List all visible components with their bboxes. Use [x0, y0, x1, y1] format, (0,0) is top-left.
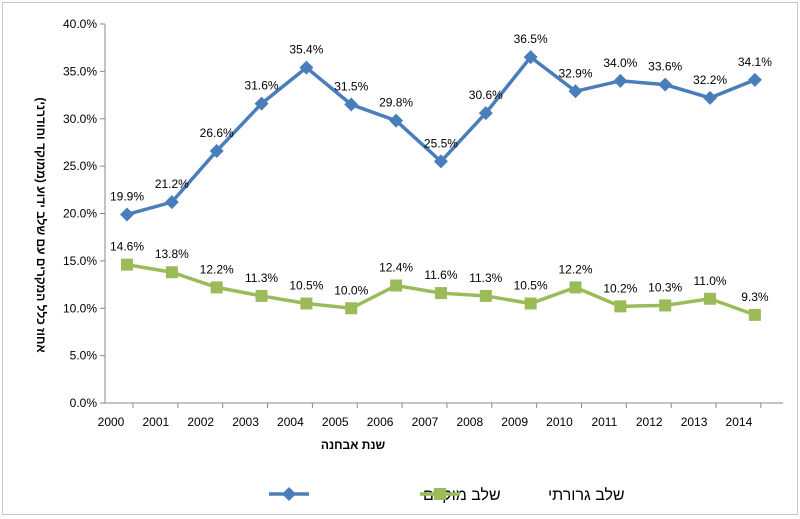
- data-label: 11.3%: [469, 271, 502, 285]
- data-label: 33.6%: [648, 60, 682, 74]
- data-label: 31.6%: [245, 79, 279, 93]
- diamond-marker: [209, 143, 224, 158]
- x-tick-label: 2001: [142, 415, 169, 429]
- data-label: 21.2%: [155, 177, 189, 191]
- x-tick-label: 2003: [232, 415, 259, 429]
- square-marker: [748, 308, 761, 321]
- square-marker: [569, 281, 582, 294]
- y-tick-label: 10.0%: [63, 301, 97, 315]
- y-tick-label: 25.0%: [63, 159, 97, 173]
- y-tick-label: 15.0%: [63, 254, 97, 268]
- square-marker: [210, 281, 223, 294]
- x-tick-label: 2000: [98, 415, 125, 429]
- data-label: 19.9%: [110, 189, 144, 203]
- diamond-marker: [120, 207, 134, 222]
- diamond-marker: [478, 106, 493, 121]
- diamond-marker: [613, 73, 628, 88]
- diamond-marker: [747, 72, 762, 87]
- data-label: 10.3%: [648, 280, 682, 294]
- data-label: 34.1%: [738, 55, 772, 69]
- diamond-marker: [703, 90, 718, 105]
- diamond-marker: [523, 50, 538, 65]
- data-label: 12.4%: [379, 261, 413, 275]
- data-label: 12.2%: [558, 262, 592, 276]
- x-tick-label: 2012: [636, 415, 663, 429]
- data-label: 9.3%: [741, 290, 769, 304]
- data-label: 11.3%: [245, 271, 278, 285]
- data-label: 10.2%: [603, 281, 637, 295]
- square-marker: [659, 299, 672, 312]
- y-tick-label: 40.0%: [63, 17, 97, 31]
- x-tick-label: 2007: [412, 415, 439, 429]
- x-tick-label: 2005: [322, 415, 349, 429]
- x-axis-title: שנת אבחנה: [321, 438, 386, 452]
- square-marker: [524, 297, 537, 310]
- legend-label: שלב גרורתי: [548, 486, 625, 504]
- y-tick-label: 30.0%: [63, 112, 97, 126]
- square-marker: [165, 266, 178, 279]
- x-tick-label: 2002: [187, 415, 214, 429]
- line-chart: 0.0% 5.0% 10.0% 15.0% 20.0% 25.0% 30.0% 35.0% 40…: [34, 17, 783, 504]
- data-label: 10.0%: [334, 283, 368, 297]
- y-tick-label: 5.0%: [70, 349, 98, 363]
- data-label: 14.6%: [110, 240, 144, 254]
- legend-diamond-icon: [282, 487, 296, 501]
- data-label: 10.5%: [289, 279, 323, 293]
- square-marker: [390, 279, 403, 292]
- x-tick-label: 2011: [591, 415, 617, 429]
- data-label: 25.5%: [424, 136, 458, 150]
- square-marker: [434, 287, 447, 300]
- x-tick-label: 2006: [367, 415, 394, 429]
- y-tick-label: 35.0%: [63, 64, 97, 78]
- data-label: 31.5%: [334, 80, 368, 94]
- x-tick-label: 2013: [681, 415, 708, 429]
- square-marker: [300, 297, 313, 310]
- data-label: 29.8%: [379, 96, 413, 110]
- x-tick-label: 2008: [456, 415, 483, 429]
- diamond-marker: [658, 77, 673, 92]
- diamond-marker: [164, 195, 179, 210]
- data-label: 36.5%: [514, 32, 548, 46]
- data-label: 13.8%: [155, 247, 189, 261]
- data-label: 11.0%: [693, 274, 726, 288]
- diamond-marker: [568, 84, 583, 99]
- x-tick-label: 2014: [726, 415, 753, 429]
- x-tick-label: 2004: [277, 415, 304, 429]
- diamond-marker: [344, 97, 359, 112]
- data-label: 35.4%: [289, 43, 323, 57]
- diamond-marker: [433, 154, 448, 169]
- data-label: 11.6%: [424, 268, 457, 282]
- x-tick-label: 2009: [501, 415, 528, 429]
- y-tick-label: 0.0%: [70, 396, 98, 410]
- y-tick-label: 20.0%: [63, 207, 97, 221]
- data-label: 32.9%: [558, 66, 592, 80]
- diamond-marker: [299, 60, 314, 75]
- square-marker: [255, 289, 268, 302]
- square-marker: [479, 289, 492, 302]
- square-marker: [345, 302, 358, 315]
- data-label: 12.2%: [200, 262, 234, 276]
- data-label: 32.2%: [693, 73, 727, 87]
- y-axis-title: אחוז כלל המקרים עם שלב ידוע (ממוקד וחודר…: [34, 97, 48, 352]
- data-label: 34.0%: [603, 56, 637, 70]
- data-label: 30.6%: [469, 88, 503, 102]
- square-marker: [704, 292, 717, 305]
- data-label: 26.6%: [200, 126, 234, 140]
- data-label: 10.5%: [514, 279, 548, 293]
- x-tick-label: 2010: [546, 415, 573, 429]
- square-marker: [614, 300, 627, 313]
- diamond-marker: [389, 113, 404, 128]
- legend-square-icon: [434, 488, 446, 500]
- square-marker: [121, 258, 133, 271]
